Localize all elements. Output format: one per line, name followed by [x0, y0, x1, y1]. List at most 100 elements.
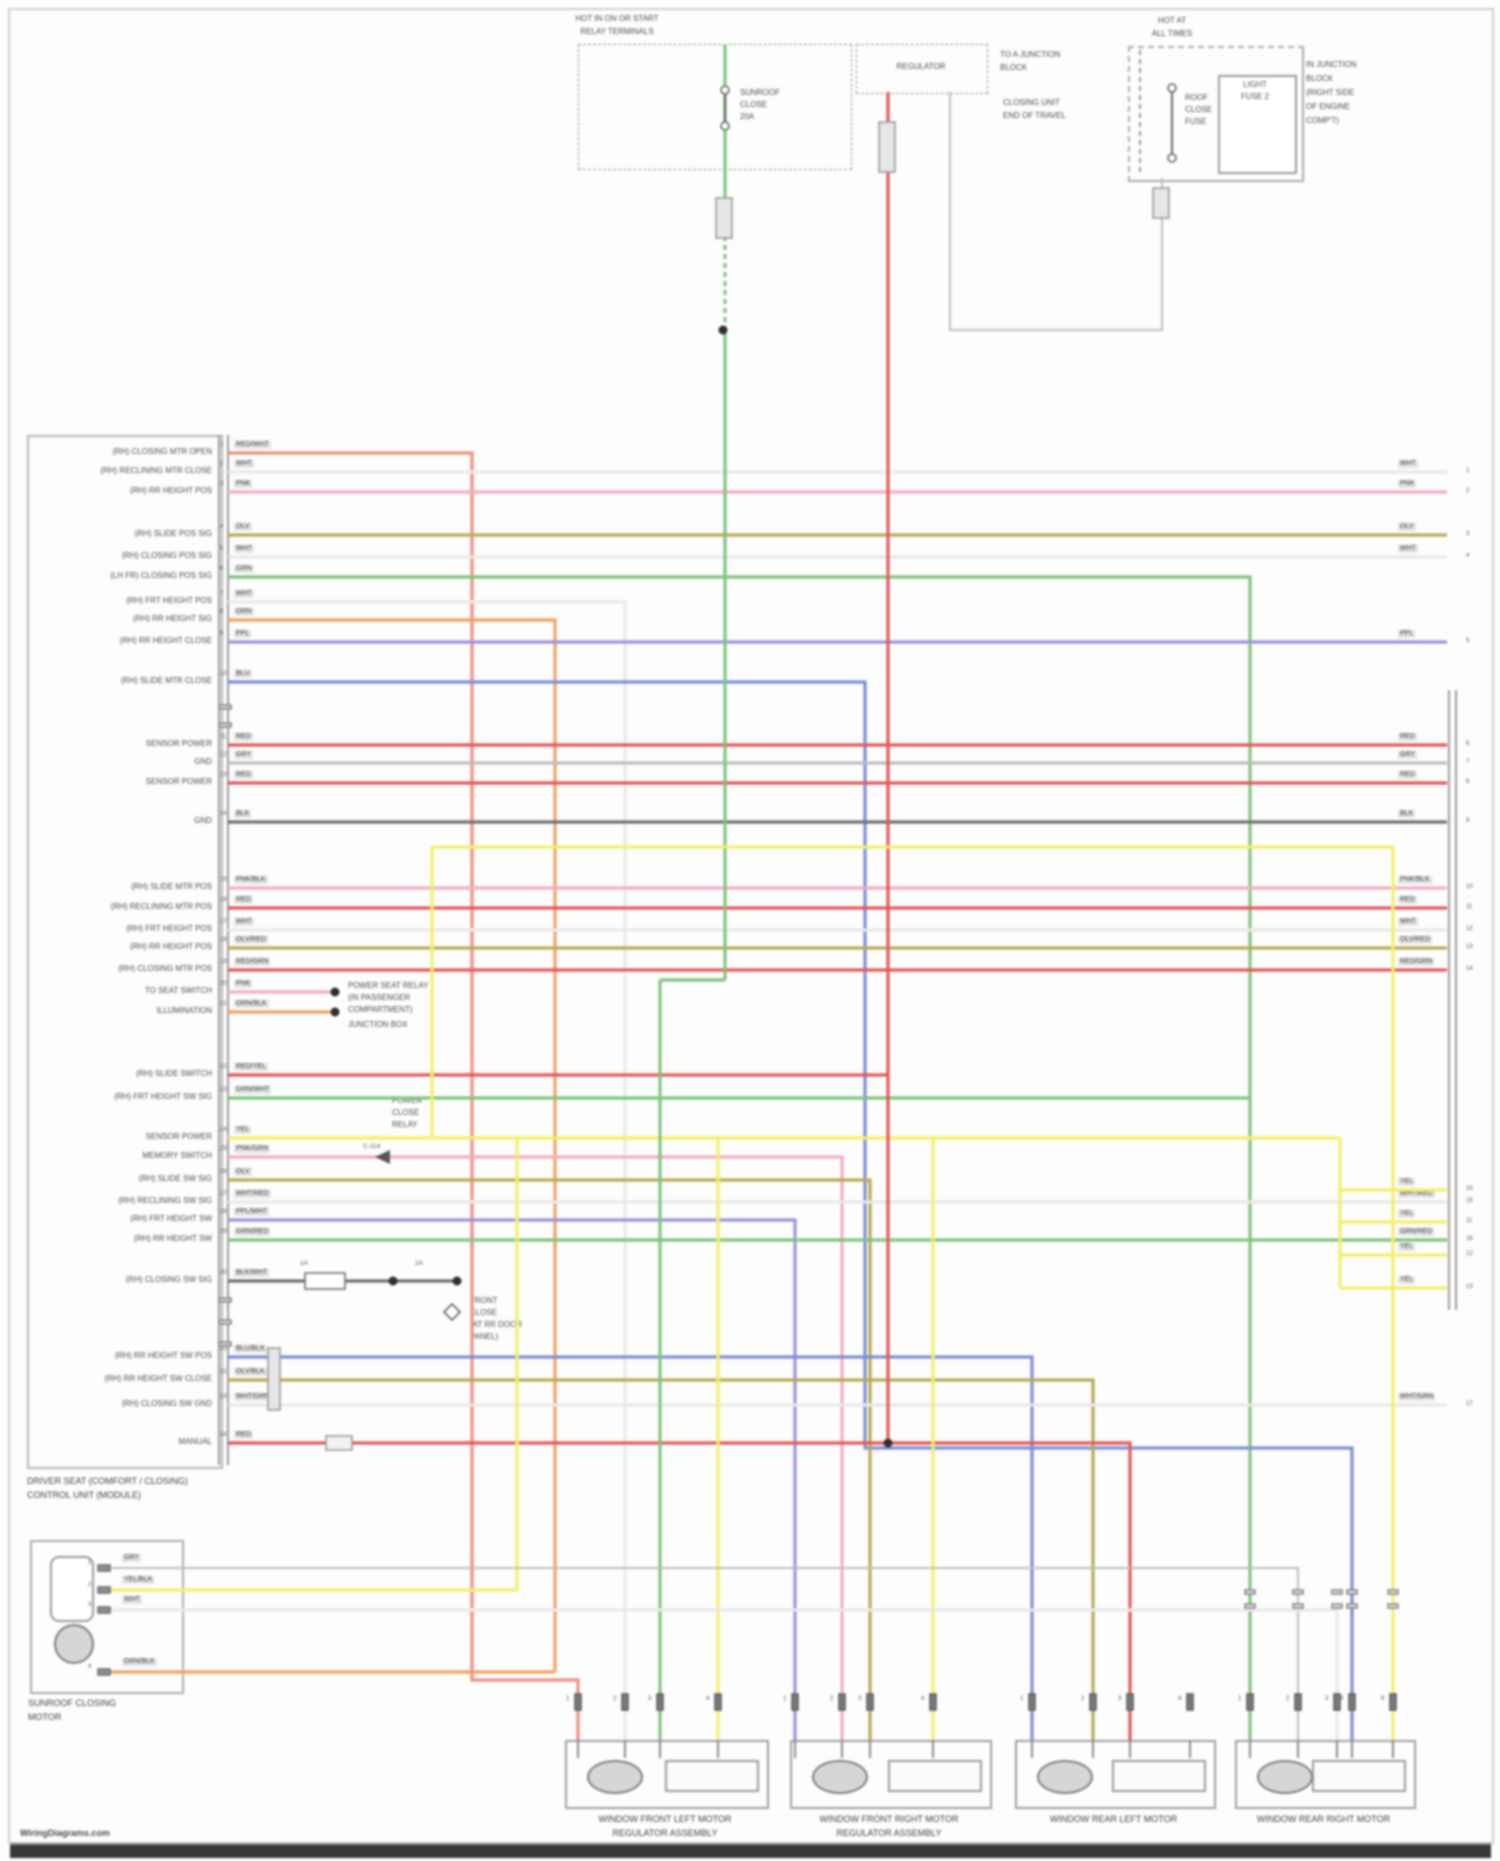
- module-pin-number: 14: [220, 811, 227, 817]
- module-pin-number: 7: [220, 591, 224, 597]
- wire-color-code-edge: WHT: [1398, 545, 1418, 554]
- module-pin-number: 11: [220, 734, 227, 740]
- wire-color-code: PNK/BLK: [234, 876, 268, 885]
- module-pin-number: 34: [220, 1432, 227, 1438]
- module-pin-number: 19: [220, 959, 227, 965]
- wire-color-code: WHT: [234, 460, 254, 469]
- bottom-left-pin-number: 2: [88, 1582, 92, 1588]
- edge-pin-number: 11: [1466, 1218, 1473, 1224]
- module-pin-number: 9: [220, 631, 224, 637]
- control-module-box: [27, 435, 223, 1469]
- module-row-label: (RH) SLIDE SW SIG: [138, 1174, 212, 1183]
- edge-pin-number: 10: [1466, 1186, 1473, 1192]
- module-row-label: (RH) RR HEIGHT SW POS: [114, 1351, 212, 1360]
- arrow-note-line2: CLOSE: [392, 1108, 420, 1117]
- edge-pin-number: 5: [1466, 638, 1470, 644]
- box-c-note-line2: BLOCK: [1306, 74, 1334, 83]
- box-c-header1: HOT AT: [1157, 16, 1187, 25]
- page-bottom-band: [10, 1843, 1491, 1858]
- wire-color-code: PPL: [234, 630, 252, 639]
- wire-color-code: GRN/WHT: [234, 1086, 272, 1095]
- wire-color-code-edge: GRY: [1398, 751, 1418, 760]
- component-box: [1235, 1740, 1416, 1809]
- wire-color-code-edge: PNK/BLK: [1398, 876, 1432, 885]
- component-pin-number: 2: [1286, 1696, 1290, 1702]
- relay-b-label: REGULATOR: [896, 62, 946, 71]
- module-row-label: (RH) RR HEIGHT SW CLOSE: [104, 1374, 212, 1383]
- edge-pin-number: 7: [1466, 759, 1470, 765]
- edge-pin-number: 6: [1466, 741, 1470, 747]
- edge-pin-number: 13: [1466, 1284, 1473, 1290]
- sunroof-motor-icon: [54, 1624, 94, 1664]
- wire-color-code: RED/YEL: [234, 1063, 268, 1072]
- diamond-note-line4: PANEL): [470, 1332, 499, 1341]
- splice-note1-line3: COMPARTMENT): [348, 1005, 413, 1014]
- component-box: [565, 1740, 769, 1809]
- wire-color-code: WHT: [122, 1596, 142, 1605]
- wire-color-code-edge: YEL: [1398, 1210, 1416, 1219]
- fuse-box-a: [578, 44, 852, 170]
- wire-color-code: RED: [234, 896, 253, 905]
- wire-color-code-edge: OLV/RED: [1398, 936, 1433, 945]
- module-pin-number: 1: [220, 442, 224, 448]
- module-caption-line2: CONTROL UNIT (MODULE): [27, 1490, 142, 1500]
- bottom-left-pin-number: 1: [88, 1560, 92, 1566]
- wire-color-code: WHT: [234, 918, 254, 927]
- module-pin-number: 20: [220, 981, 227, 987]
- component-pin-number: 4: [706, 1696, 710, 1702]
- fuse-a-label1: SUNROOF: [740, 88, 780, 97]
- relay-b-note2-line1: CLOSING UNIT: [1003, 98, 1060, 107]
- module-row-label: (RH) SLIDE MTR CLOSE: [120, 676, 212, 685]
- wire-color-code-edge: WHT/GRN: [1398, 1393, 1436, 1402]
- motor-icon: [812, 1760, 868, 1794]
- component-pin-number: 3: [648, 1696, 652, 1702]
- wire-color-code: OLV/BLK: [234, 1368, 267, 1377]
- sunroof-motor-connector: [50, 1556, 94, 1622]
- module-row-label: (RH) RR HEIGHT POS: [129, 942, 212, 951]
- module-pin-number: 28: [220, 1209, 227, 1215]
- wire-color-code: RED: [234, 733, 253, 742]
- module-pin-number: 6: [220, 566, 224, 572]
- component-pin-number: 4: [1178, 1696, 1182, 1702]
- component-pin-number: 3: [858, 1696, 862, 1702]
- component-caption-line1: WINDOW FRONT LEFT MOTOR: [598, 1814, 732, 1824]
- wire-color-code: ORN: [234, 608, 254, 617]
- module-row-label: GND: [194, 816, 212, 825]
- module-row-label: (RH) RECLINING MTR POS: [110, 902, 212, 911]
- wire-color-code: YEL: [234, 1126, 252, 1135]
- diamond-note-line3: (AT RR DOOR: [470, 1320, 523, 1329]
- component-caption-line1: WINDOW REAR RIGHT MOTOR: [1256, 1814, 1391, 1824]
- module-row-label: (RH) SLIDE POS SIG: [134, 529, 212, 538]
- edge-pin-number: 2: [1466, 488, 1470, 494]
- wire-color-code-edge: OLV: [1398, 523, 1416, 532]
- module-row-label: GND: [194, 757, 212, 766]
- wire-color-code-edge: WHT: [1398, 918, 1418, 927]
- component-pin-number: 2: [1081, 1696, 1085, 1702]
- component-pin-number: 3: [1325, 1696, 1329, 1702]
- arrow-connector-tag: C-114: [363, 1143, 381, 1150]
- box-c-inner-label2: FUSE 2: [1240, 92, 1270, 101]
- wire-color-code: WHT: [234, 545, 254, 554]
- wire-color-code: ORN/BLK: [234, 1000, 269, 1009]
- wire-color-code: PNK: [234, 980, 253, 989]
- module-pin-number: 23: [220, 1087, 227, 1093]
- header-a-line2: RELAY TERMINALS: [580, 27, 654, 36]
- wire-color-code-edge: RED: [1398, 733, 1417, 742]
- box-c-inner-label1: LIGHT: [1243, 80, 1267, 89]
- module-pin-number: 26: [220, 1169, 227, 1175]
- module-pin-number: 5: [220, 546, 224, 552]
- wire-color-code: OLV: [234, 523, 252, 532]
- wire-color-code-edge: GRN/RED: [1398, 1228, 1435, 1237]
- module-row-label: (RH) RR HEIGHT SW: [133, 1234, 212, 1243]
- wire-color-code-edge: YEL: [1398, 1276, 1416, 1285]
- module-row-label: (RH) CLOSING POS SIG: [121, 551, 212, 560]
- wire-color-code-edge: PPL: [1398, 630, 1416, 639]
- box-c-header2: ALL TIMES: [1151, 29, 1193, 38]
- regulator-switch-box: [1112, 1760, 1206, 1792]
- wire-color-code: GRY: [234, 751, 254, 760]
- wire-color-code-edge: WHT/RED: [1398, 1190, 1435, 1199]
- module-pin-number: 2: [220, 461, 224, 467]
- wire-color-code: RED: [234, 1431, 253, 1440]
- motor-icon: [1257, 1760, 1313, 1794]
- box-c-inner-fuse-box: [1218, 75, 1297, 174]
